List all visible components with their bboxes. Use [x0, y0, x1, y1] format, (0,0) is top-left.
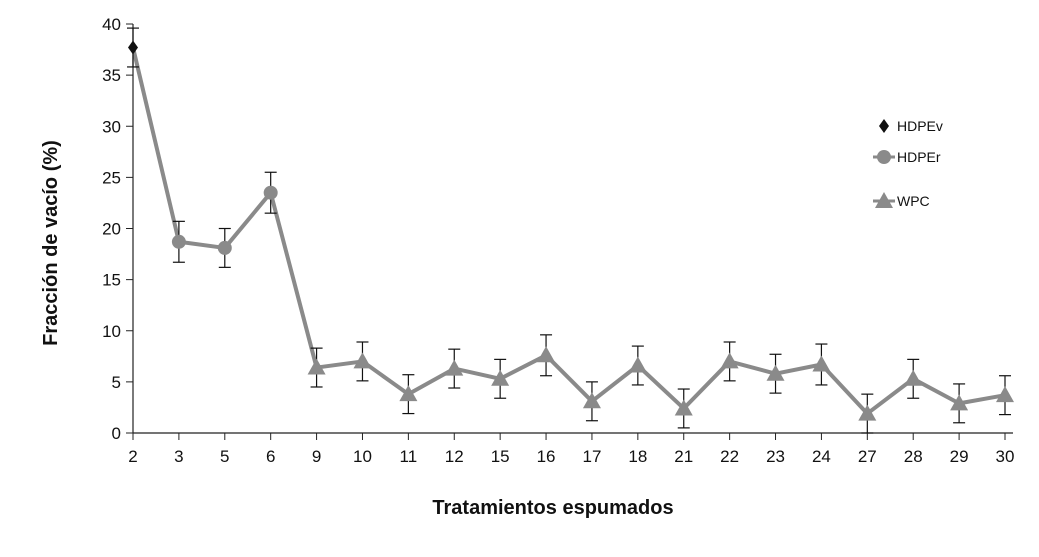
- x-tick-label: 9: [312, 447, 321, 466]
- x-tick-label: 21: [674, 447, 693, 466]
- data-point-triangle: [353, 352, 372, 369]
- data-point-circle: [217, 240, 232, 255]
- data-point-triangle: [307, 358, 326, 375]
- data-point-triangle: [812, 355, 831, 372]
- x-tick-label: 15: [491, 447, 510, 466]
- y-tick-label: 0: [112, 424, 121, 443]
- data-point-triangle: [996, 386, 1014, 403]
- y-tick-label: 15: [102, 271, 121, 290]
- y-tick-label: 30: [102, 117, 121, 136]
- legend-item-hdper: HDPEr: [873, 149, 941, 165]
- data-point-triangle: [399, 385, 418, 402]
- legend-item-hdpev: HDPEv: [879, 118, 943, 134]
- data-point-triangle: [537, 346, 556, 363]
- x-tick-label: 27: [858, 447, 877, 466]
- x-tick-label: 11: [400, 447, 418, 466]
- data-point-triangle: [674, 399, 693, 416]
- data-point-triangle: [766, 364, 785, 381]
- data-point-triangle: [491, 369, 510, 386]
- legend-label: HDPEr: [897, 149, 941, 165]
- x-tick-label: 12: [445, 447, 464, 466]
- x-tick-label: 23: [766, 447, 785, 466]
- data-point-circle: [171, 234, 186, 249]
- legend: HDPEv HDPEr WPC: [873, 118, 943, 209]
- legend-label: HDPEv: [897, 118, 943, 134]
- y-tick-label: 20: [102, 220, 121, 239]
- data-point-triangle: [628, 356, 647, 373]
- axes: [132, 24, 1013, 434]
- series-line-group: [131, 47, 1006, 416]
- data-point-triangle: [858, 404, 877, 421]
- x-tick-label: 22: [720, 447, 739, 466]
- x-tick-label: 16: [537, 447, 556, 466]
- y-tick-label: 5: [112, 373, 121, 392]
- legend-marker-diamond: [879, 119, 889, 133]
- x-tick-label: 17: [582, 447, 601, 466]
- x-tick-label: 3: [174, 447, 183, 466]
- x-tick-label: 6: [266, 447, 275, 466]
- legend-marker-circle: [877, 150, 891, 164]
- data-point-triangle: [904, 369, 923, 386]
- x-tick-label: 24: [812, 447, 831, 466]
- x-tick-label: 18: [628, 447, 647, 466]
- x-tick-label: 29: [950, 447, 969, 466]
- x-axis-ticks: 2 3 5 6 9 10 11 12 15 16 17 18 21 22 23 24 27 28 29 30: [128, 433, 1014, 466]
- y-axis-title: Fracción de vacío (%): [40, 140, 62, 346]
- x-tick-label: 5: [220, 447, 229, 466]
- legend-item-wpc: WPC: [873, 192, 930, 209]
- y-tick-label: 10: [102, 322, 121, 341]
- data-point-circle: [263, 185, 278, 200]
- data-point-triangle: [445, 359, 464, 376]
- y-tick-label: 40: [102, 15, 121, 34]
- x-tick-label: 28: [904, 447, 923, 466]
- y-axis-ticks: 0 5 10 15 20 25 30 35 40: [102, 15, 133, 443]
- error-bars: [127, 27, 1011, 434]
- series-line: [131, 47, 1006, 416]
- data-point-triangle: [950, 394, 969, 411]
- x-axis-title: Tratamientos espumados: [432, 497, 673, 519]
- y-tick-label: 35: [102, 66, 121, 85]
- legend-label: WPC: [897, 193, 930, 209]
- x-tick-label: 2: [128, 447, 137, 466]
- data-point-diamond: [128, 40, 138, 55]
- legend-marker-triangle: [875, 192, 893, 208]
- x-tick-label: 10: [353, 447, 372, 466]
- data-point-triangle: [720, 352, 739, 369]
- data-points: [128, 40, 1014, 421]
- y-tick-label: 25: [102, 168, 121, 187]
- data-point-triangle: [582, 392, 601, 409]
- x-tick-label: 30: [996, 447, 1015, 466]
